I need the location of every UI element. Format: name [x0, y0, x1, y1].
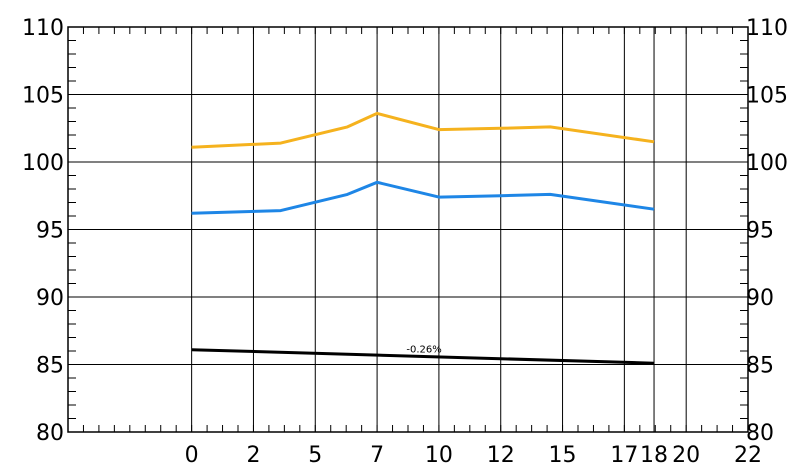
- x-tick-label: 20: [672, 443, 700, 468]
- y-tick-label-right: 90: [746, 286, 774, 311]
- y-tick-label-right: 100: [746, 151, 788, 176]
- x-tick-label: 12: [487, 443, 515, 468]
- y-tick-label: 80: [36, 421, 64, 446]
- series-lines: [191, 111, 655, 365]
- x-tick-label: 0: [185, 443, 199, 468]
- x-tick-label: 22: [734, 443, 762, 468]
- annotation-label: -0.26%: [406, 344, 441, 355]
- y-tick-label: 110: [22, 16, 64, 41]
- y-tick-label-right: 85: [746, 354, 774, 379]
- x-tick-label: 5: [308, 443, 322, 468]
- x-tick-label: 7: [370, 443, 384, 468]
- series-line-2: [191, 180, 655, 215]
- x-tick-label: 10: [425, 443, 453, 468]
- grid-lines: [68, 26, 749, 433]
- y-tick-label: 85: [36, 354, 64, 379]
- y-tick-label-right: 105: [746, 84, 788, 109]
- y-tick-label: 90: [36, 286, 64, 311]
- y-tick-label-right: 110: [746, 16, 788, 41]
- y-tick-label: 95: [36, 219, 64, 244]
- annotations: -0.26%: [406, 344, 441, 355]
- x-tick-label: 18: [640, 443, 668, 468]
- plot-border: [67, 26, 749, 433]
- minor-ticks: [67, 26, 749, 433]
- y-tick-label-right: 95: [746, 219, 774, 244]
- x-tick-label: 15: [549, 443, 577, 468]
- x-tick-label: 2: [246, 443, 260, 468]
- y-tick-label-right: 80: [746, 421, 774, 446]
- y-tick-label: 105: [22, 84, 64, 109]
- series-line-3: [191, 348, 655, 365]
- x-tick-label: 17: [610, 443, 638, 468]
- y-tick-label: 100: [22, 151, 64, 176]
- axis-labels: 80 80 85 85 90 90 95 95 100 100 105 105 110 110 0 2 5 7 10…: [22, 16, 788, 468]
- plot-frame: [67, 26, 749, 433]
- series-line-1: [191, 111, 655, 149]
